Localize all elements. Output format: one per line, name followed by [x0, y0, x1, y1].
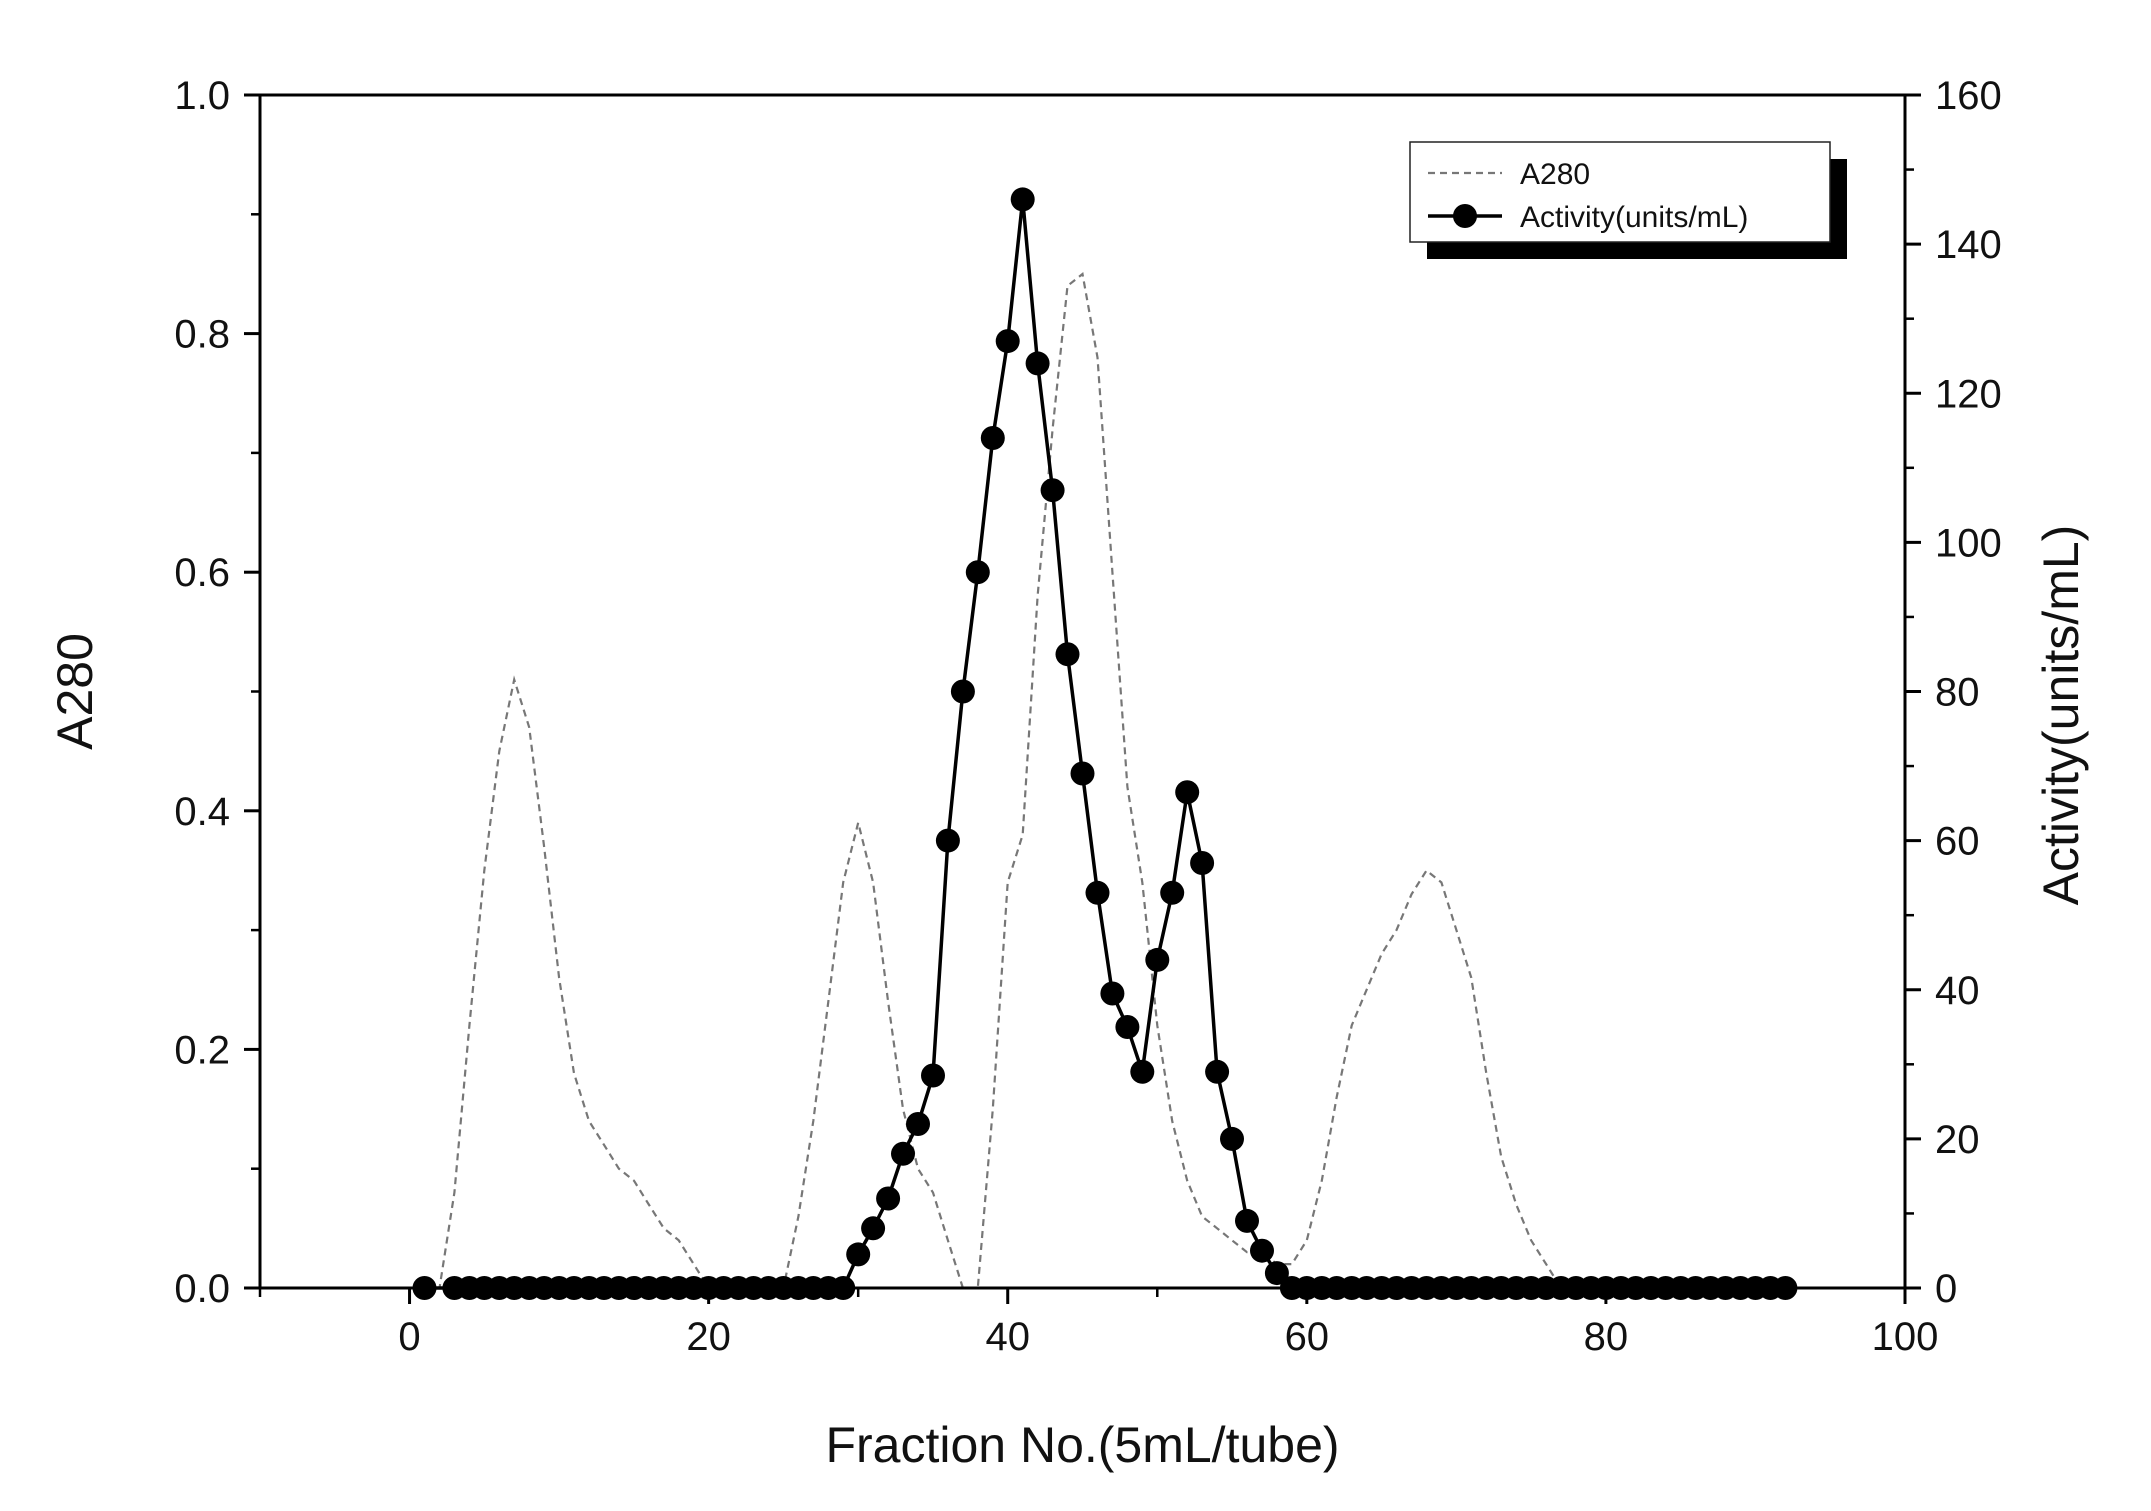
activity-line — [424, 199, 1786, 1290]
activity-point — [1040, 478, 1065, 503]
activity-point — [1100, 981, 1125, 1006]
right-y-tick-label: 60 — [1935, 820, 1980, 864]
right-y-tick-label: 120 — [1935, 372, 2002, 416]
activity-point — [876, 1186, 901, 1211]
right-y-tick-label: 100 — [1935, 521, 2002, 565]
left-y-tick-label: 0.8 — [174, 313, 230, 357]
left-y-tick-label: 0.0 — [174, 1267, 230, 1311]
x-axis-title: Fraction No.(5mL/tube) — [825, 1417, 1339, 1473]
activity-point — [1085, 880, 1110, 905]
x-tick-label: 80 — [1584, 1315, 1629, 1359]
a280-series — [424, 271, 1786, 1290]
activity-point — [906, 1112, 930, 1136]
activity-point — [980, 426, 1005, 450]
left-y-tick-label: 0.6 — [174, 551, 230, 595]
x-tick-label: 100 — [1872, 1315, 1939, 1359]
left-y-tick-label: 0.2 — [174, 1028, 230, 1072]
activity-series — [412, 187, 1798, 1300]
legend-a280-label: A280 — [1520, 158, 1590, 191]
legend: A280 Activity(units/mL) — [1409, 141, 1847, 259]
activity-point — [1205, 1059, 1230, 1084]
activity-point — [921, 1063, 945, 1088]
right-y-tick-label: 40 — [1935, 969, 1980, 1013]
activity-point — [861, 1216, 886, 1241]
activity-point — [950, 679, 975, 704]
activity-point — [1175, 780, 1200, 805]
activity-point — [1025, 351, 1050, 376]
activity-point — [1264, 1261, 1289, 1286]
legend-box — [1409, 141, 1831, 243]
left-y-axis-title: A280 — [47, 633, 103, 750]
activity-point — [1010, 187, 1035, 212]
x-tick-label: 60 — [1285, 1315, 1330, 1359]
left-y-tick-label: 0.4 — [174, 790, 230, 834]
legend-activity-marker — [1453, 204, 1477, 228]
activity-point — [1055, 642, 1080, 667]
x-tick-label: 20 — [686, 1315, 731, 1359]
left-y-tick-label: 1.0 — [174, 74, 230, 118]
activity-point — [935, 828, 960, 853]
x-tick-label: 0 — [398, 1315, 420, 1359]
right-y-tick-label: 80 — [1935, 671, 1980, 715]
activity-point — [1235, 1208, 1259, 1233]
activity-point — [1250, 1238, 1274, 1263]
activity-point — [1070, 761, 1095, 786]
activity-point — [965, 560, 990, 585]
right-y-tick-label: 160 — [1935, 74, 2002, 118]
axes: 0 20 40 60 80 100 0.0 0.2 0.4 0.6 0.8 1.0 0 20 40 60 80 1… — [174, 74, 2001, 1359]
activity-point — [1115, 1015, 1140, 1039]
activity-point — [1130, 1059, 1155, 1084]
a280-line — [424, 271, 1786, 1290]
axis-titles: Fraction No.(5mL/tube) A280 Activity(uni… — [47, 525, 2089, 1473]
right-y-tick-label: 0 — [1935, 1267, 1957, 1311]
right-y-tick-label: 20 — [1935, 1118, 1980, 1162]
activity-point — [891, 1141, 915, 1166]
right-y-tick-label: 140 — [1935, 223, 2002, 267]
activity-point — [1190, 851, 1215, 875]
activity-point — [1145, 947, 1170, 972]
activity-point — [846, 1242, 871, 1267]
legend-activity-label: Activity(units/mL) — [1520, 201, 1748, 234]
right-y-axis-title: Activity(units/mL) — [2033, 525, 2089, 906]
activity-point — [1160, 880, 1185, 905]
x-tick-label: 40 — [985, 1315, 1030, 1359]
activity-point — [995, 329, 1020, 354]
activity-point — [1220, 1126, 1244, 1151]
